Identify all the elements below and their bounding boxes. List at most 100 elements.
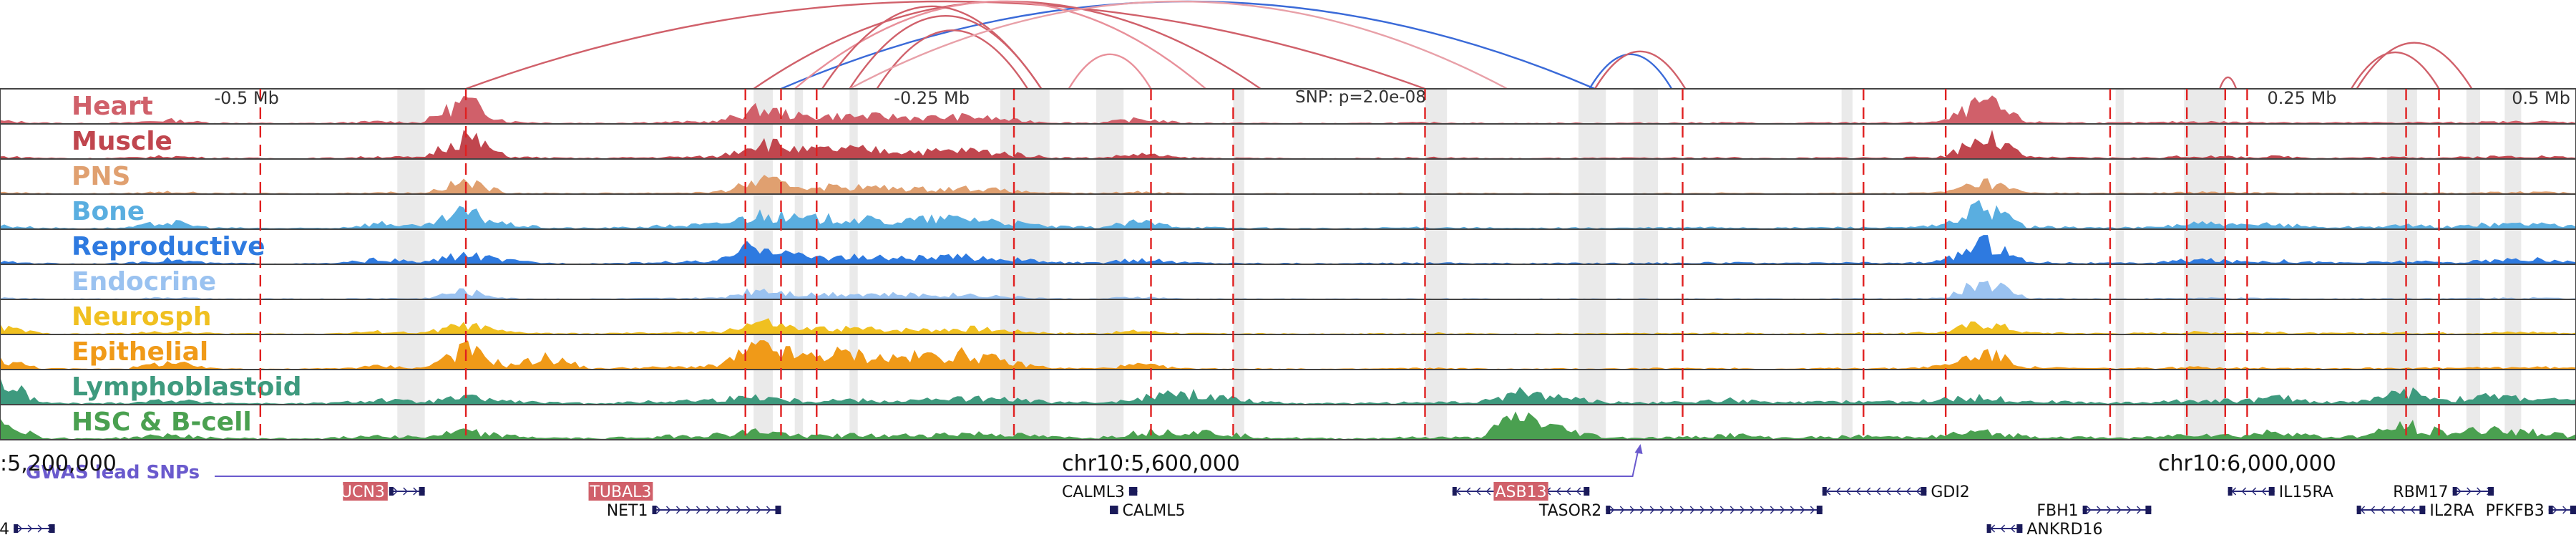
gene-highlight <box>343 482 388 501</box>
strand-arrow <box>1790 506 1795 514</box>
coordinate-label: chr10:5,600,000 <box>1062 451 1240 476</box>
offset-label: 0.25 Mb <box>2268 88 2337 108</box>
gene-exon <box>389 487 394 496</box>
strand-arrow <box>1875 487 1881 496</box>
strand-arrow <box>1800 506 1805 514</box>
strand-arrow <box>1810 506 1815 514</box>
interaction-arc <box>849 15 1043 90</box>
strand-arrow <box>756 506 761 514</box>
interaction-arc <box>1068 53 1152 90</box>
track-label: Epithelial <box>72 337 208 367</box>
interaction-arc <box>2350 52 2440 90</box>
strand-arrow <box>413 487 418 496</box>
strand-arrow <box>766 506 771 514</box>
gene-label: FBH1 <box>2036 502 2078 520</box>
gwas-label: GWAS lead SNPs <box>26 462 200 483</box>
strand-arrow <box>1709 506 1715 514</box>
interaction-arc <box>1589 53 1673 90</box>
gene-label: AKR1C4 <box>0 521 9 537</box>
strand-arrow <box>706 506 711 514</box>
strand-arrow <box>2552 506 2557 514</box>
strand-arrow <box>1719 506 1725 514</box>
gene-exon <box>49 524 55 533</box>
strand-arrow <box>393 487 398 496</box>
strand-arrow <box>37 524 43 533</box>
interaction-arc <box>2219 76 2238 90</box>
strand-arrow <box>1679 506 1685 514</box>
strand-arrow <box>2400 506 2406 514</box>
strand-arrow <box>1906 487 1911 496</box>
gene-exon <box>1110 506 1115 514</box>
track-label: Endocrine <box>72 267 216 296</box>
gene-label: GDI2 <box>1931 483 1969 501</box>
strand-arrow <box>686 506 691 514</box>
gene-exon <box>2419 506 2426 514</box>
strand-arrow <box>736 506 741 514</box>
strand-arrow <box>1649 506 1655 514</box>
gene-exon <box>1986 524 1991 533</box>
strand-arrow <box>2117 506 2122 514</box>
strand-arrow <box>1770 506 1775 514</box>
strand-arrow <box>2380 506 2386 514</box>
strand-arrow <box>1896 487 1901 496</box>
strand-arrow <box>1619 506 1625 514</box>
offset-label: 0.5 Mb <box>2512 88 2570 108</box>
strand-arrow <box>1699 506 1705 514</box>
strand-arrow <box>665 506 671 514</box>
strand-arrow <box>746 506 751 514</box>
gene-exon <box>1816 506 1823 514</box>
strand-arrow <box>1465 487 1471 496</box>
gene-exon <box>2488 487 2494 496</box>
strand-arrow <box>17 524 23 533</box>
gene-exon <box>1112 506 1118 514</box>
strand-arrow <box>2000 524 2006 533</box>
strand-arrow <box>1855 487 1861 496</box>
offset-label: -0.5 Mb <box>214 88 278 108</box>
gene-exon <box>1128 487 1133 496</box>
strand-arrow <box>2261 487 2267 496</box>
gene-label: NET1 <box>607 502 648 520</box>
strand-arrow <box>2251 487 2257 496</box>
gene-exon <box>2548 506 2553 514</box>
gene-exon <box>14 524 19 533</box>
strand-arrow <box>2127 506 2132 514</box>
strand-arrow <box>27 524 33 533</box>
strand-arrow <box>2097 506 2102 514</box>
gene-label: ANKRD16 <box>2026 521 2102 537</box>
offset-label: -0.25 Mb <box>894 88 970 108</box>
strand-arrow <box>1916 487 1921 496</box>
signal-tracks: Heart Muscle PNS Bone Reproductive Endocrine N… <box>0 88 2576 440</box>
gene-exon <box>2082 506 2087 514</box>
strand-arrow <box>1576 487 1581 496</box>
gene-exon <box>2570 506 2576 514</box>
gene-exon <box>419 487 425 496</box>
strand-arrow <box>1845 487 1851 496</box>
track-signal <box>0 235 2576 264</box>
gene-exon <box>1452 487 1457 496</box>
strand-arrow <box>1780 506 1785 514</box>
interaction-arc <box>1594 50 1687 90</box>
gene-exon <box>2268 487 2275 496</box>
strand-arrow <box>1835 487 1841 496</box>
coordinate-label: :5,200,000 <box>0 451 117 476</box>
track-label: Muscle <box>72 127 172 156</box>
strand-arrow <box>2467 487 2472 496</box>
gene-exon <box>1606 506 1611 514</box>
strand-arrow <box>1760 506 1765 514</box>
interaction-arc <box>2356 42 2473 90</box>
strand-arrow <box>403 487 408 496</box>
gene-exon <box>1921 487 1927 496</box>
gwas-connector <box>215 449 1639 477</box>
strand-arrow <box>1629 506 1635 514</box>
gene-exon <box>2356 506 2361 514</box>
track-label: Bone <box>72 197 145 226</box>
strand-arrow <box>696 506 701 514</box>
track-signal <box>0 411 2576 440</box>
track-label: Reproductive <box>72 232 265 261</box>
gene-label: IL15RA <box>2279 483 2333 501</box>
gene-exon <box>775 506 781 514</box>
strand-arrow <box>1729 506 1735 514</box>
gene-label: CALML3 <box>1062 483 1125 501</box>
strand-arrow <box>1485 487 1491 496</box>
interaction-arcs <box>465 0 2473 90</box>
